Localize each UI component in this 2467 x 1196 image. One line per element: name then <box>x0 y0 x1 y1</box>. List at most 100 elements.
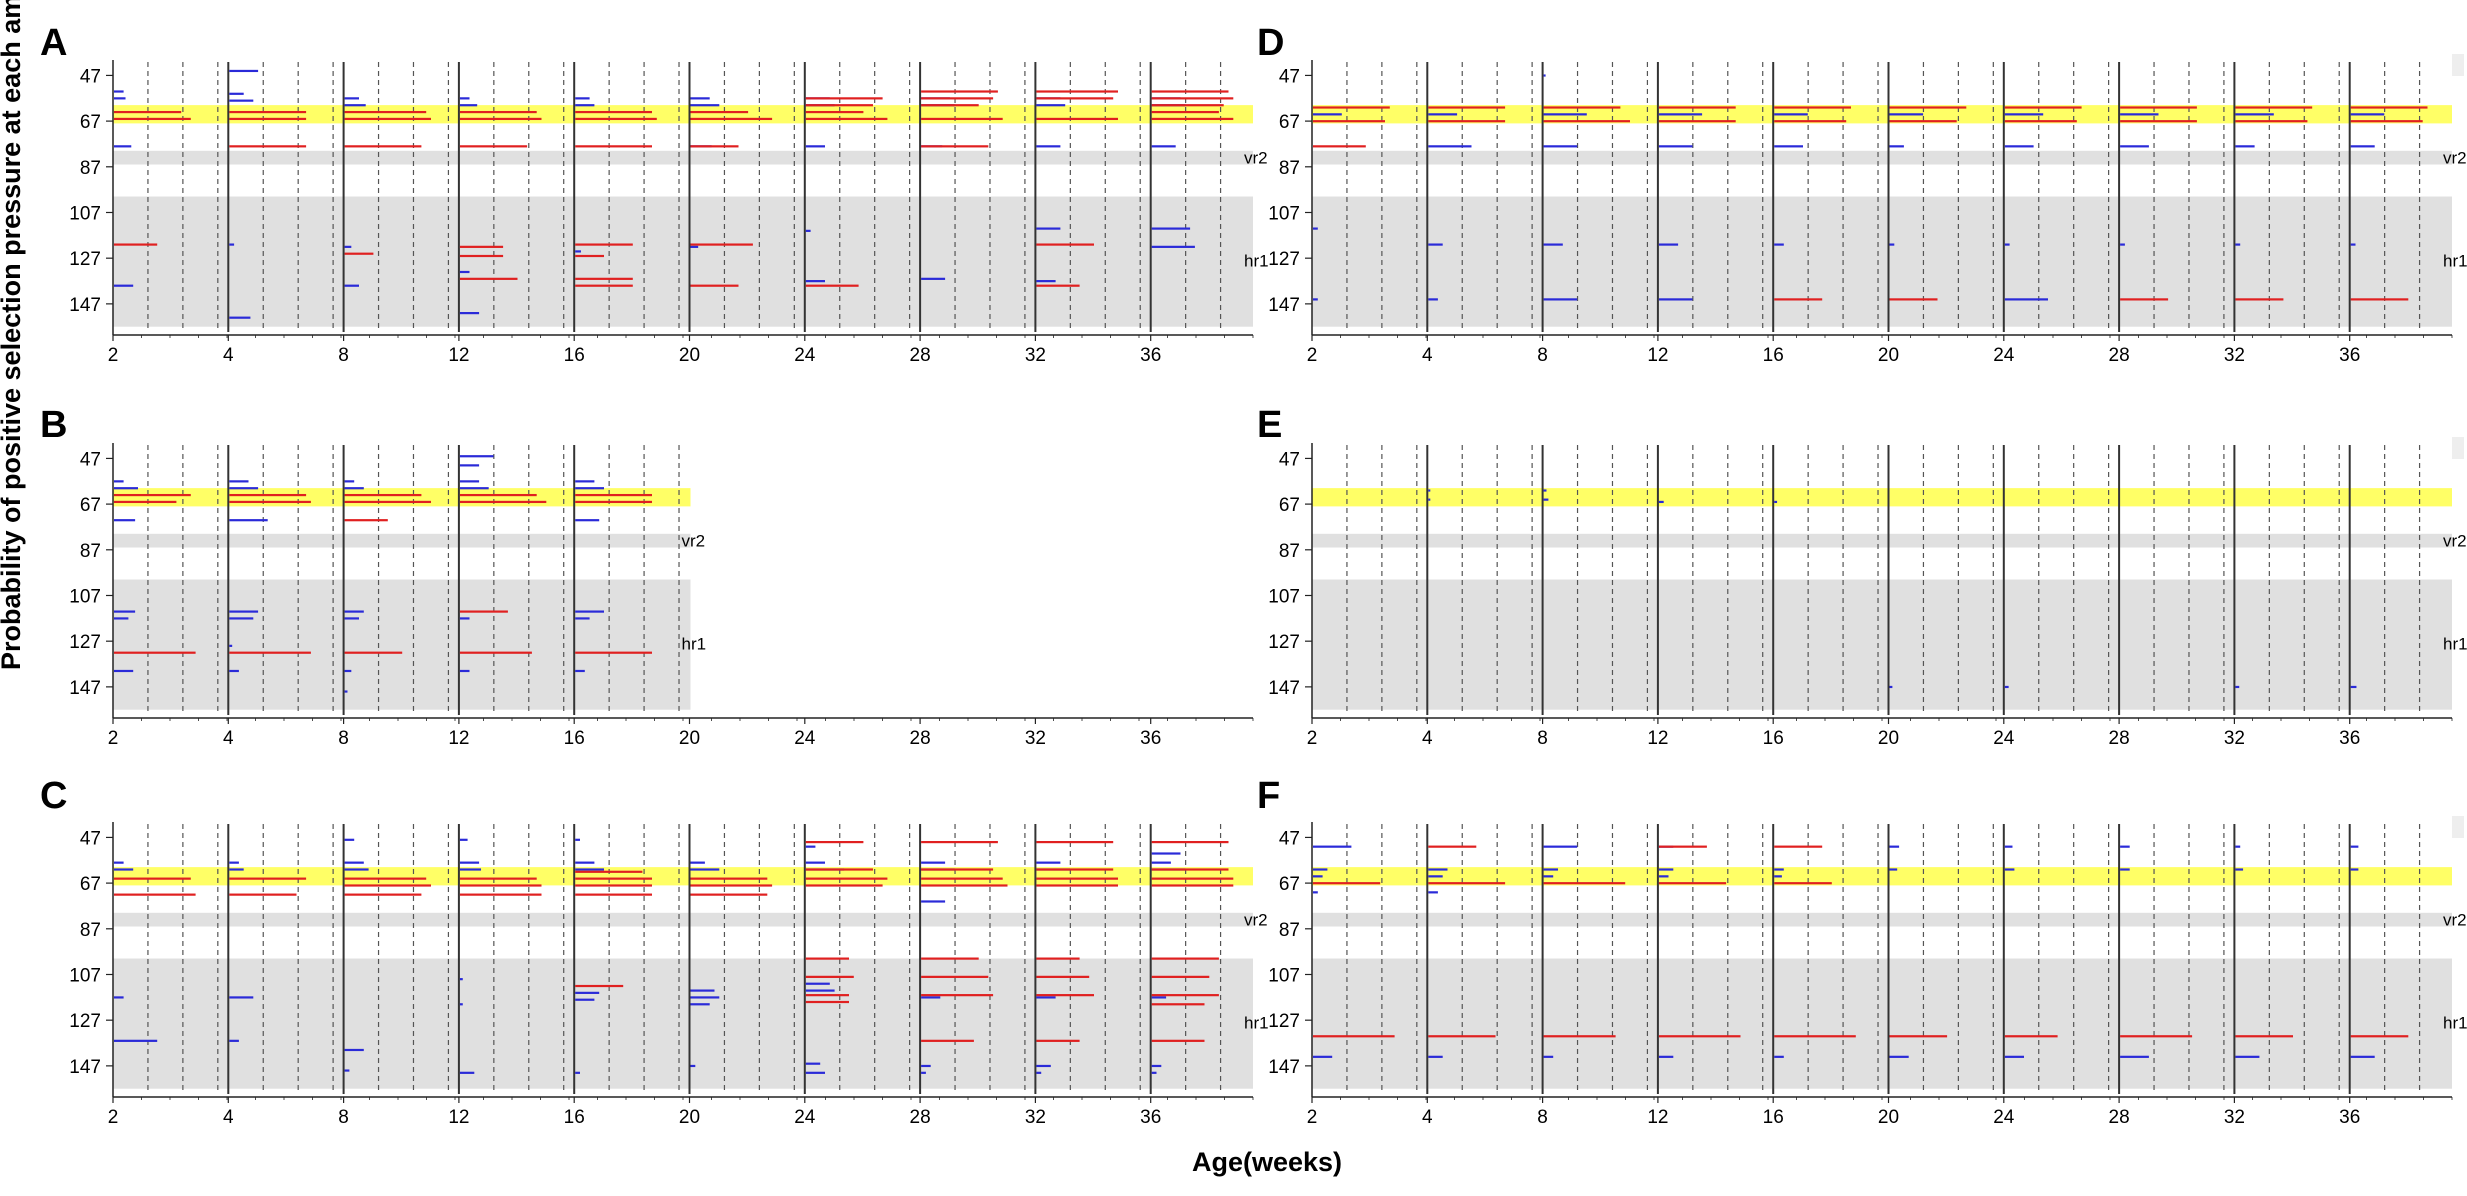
blue-bar <box>2004 145 2034 148</box>
red-bar <box>459 893 542 896</box>
blue-bar <box>229 99 254 102</box>
blue-bar <box>805 1062 821 1065</box>
y-tick-label: 67 <box>1279 874 1300 895</box>
blue-bar <box>114 669 134 673</box>
x-tick-label: 12 <box>448 728 469 749</box>
blue-bar <box>1036 227 1061 230</box>
panel-letter: F <box>1257 775 1280 817</box>
red-bar <box>1151 97 1234 100</box>
red-bar <box>344 651 403 654</box>
y-tick-label: 47 <box>80 828 101 849</box>
blue-bar <box>2004 845 2013 848</box>
blue-bar <box>1889 868 1898 871</box>
blue-bar <box>690 104 720 107</box>
x-tick-label: 32 <box>2224 1107 2245 1128</box>
red-bar <box>575 254 604 258</box>
blue-bar <box>229 669 239 673</box>
red-bar <box>575 284 633 287</box>
blue-bar <box>575 838 580 841</box>
red-bar <box>1543 882 1626 885</box>
blue-bar <box>1774 875 1782 878</box>
red-bar <box>229 651 311 654</box>
red-bar <box>1036 877 1118 880</box>
blue-bar <box>229 1039 239 1042</box>
blue-bar <box>1658 145 1693 148</box>
blue-bar <box>1774 145 1803 148</box>
red-bar <box>1428 845 1477 848</box>
blue-bar <box>1543 74 1546 77</box>
blue-bar <box>344 617 359 620</box>
region-label-hr1: hr1 <box>2443 251 2467 270</box>
red-bar <box>575 984 624 988</box>
x-tick-label: 8 <box>1537 728 1548 749</box>
y-tick-label: 87 <box>1279 158 1300 179</box>
blue-bar <box>229 996 254 999</box>
x-tick-label: 12 <box>448 345 469 366</box>
x-tick-label: 28 <box>2109 345 2130 366</box>
red-bar <box>575 243 633 246</box>
red-bar <box>114 500 177 504</box>
red-bar <box>1889 120 1957 123</box>
y-tick-label: 67 <box>1279 112 1300 133</box>
red-bar <box>459 254 504 258</box>
red-bar <box>575 493 652 497</box>
red-bar <box>575 884 652 887</box>
blue-bar <box>344 487 364 490</box>
blue-bar <box>1543 113 1587 116</box>
red-bar <box>1543 1035 1616 1038</box>
red-bar <box>229 500 311 504</box>
red-bar <box>344 893 422 896</box>
red-bar <box>921 868 994 871</box>
x-tick-label: 2 <box>108 345 119 366</box>
blue-bar <box>805 280 825 283</box>
red-bar <box>344 252 374 255</box>
red-bar <box>1658 120 1736 123</box>
blue-bar <box>1543 1055 1554 1058</box>
red-bar <box>2235 106 2313 109</box>
x-tick-label: 20 <box>1878 728 1899 749</box>
blue-bar <box>2350 113 2385 116</box>
y-tick-label: 67 <box>80 112 101 133</box>
x-tick-label: 12 <box>1647 345 1668 366</box>
red-bar <box>2350 1035 2409 1038</box>
blue-bar <box>1543 145 1578 148</box>
blue-bar <box>229 868 244 871</box>
hr1-region <box>113 958 1253 1089</box>
y-tick-label: 147 <box>69 295 101 316</box>
edge-marker <box>2452 816 2464 838</box>
y-tick-label: 87 <box>1279 920 1300 941</box>
vr2-region <box>1312 912 2452 927</box>
x-tick-label: 8 <box>338 728 349 749</box>
red-bar <box>690 877 768 880</box>
blue-bar <box>459 487 489 490</box>
x-tick-label: 16 <box>564 728 585 749</box>
blue-bar <box>1151 245 1195 248</box>
red-bar <box>1313 120 1385 123</box>
blue-bar <box>690 996 720 999</box>
x-tick-label: 24 <box>794 1107 816 1128</box>
red-bar <box>114 243 158 246</box>
region-label-vr2: vr2 <box>2443 149 2467 168</box>
blue-bar <box>1658 243 1679 246</box>
red-bar <box>921 877 1003 880</box>
region-label-hr1: hr1 <box>2443 1013 2467 1032</box>
blue-bar <box>2120 1055 2149 1058</box>
red-bar <box>344 519 388 522</box>
x-tick-label: 16 <box>564 1107 585 1128</box>
red-bar <box>805 840 864 844</box>
x-tick-label: 24 <box>1993 345 2015 366</box>
blue-bar <box>921 1071 926 1074</box>
blue-bar <box>1151 227 1191 230</box>
red-bar <box>459 110 537 114</box>
x-tick-label: 36 <box>2339 728 2360 749</box>
y-tick-label: 147 <box>69 1057 101 1078</box>
blue-bar <box>344 480 355 483</box>
x-tick-label: 36 <box>1140 728 1161 749</box>
blue-bar <box>344 868 369 871</box>
red-bar <box>2350 298 2409 301</box>
red-bar <box>1151 1039 1205 1042</box>
red-bar <box>2235 1035 2293 1038</box>
blue-bar <box>344 245 352 248</box>
blue-bar <box>1428 498 1431 501</box>
